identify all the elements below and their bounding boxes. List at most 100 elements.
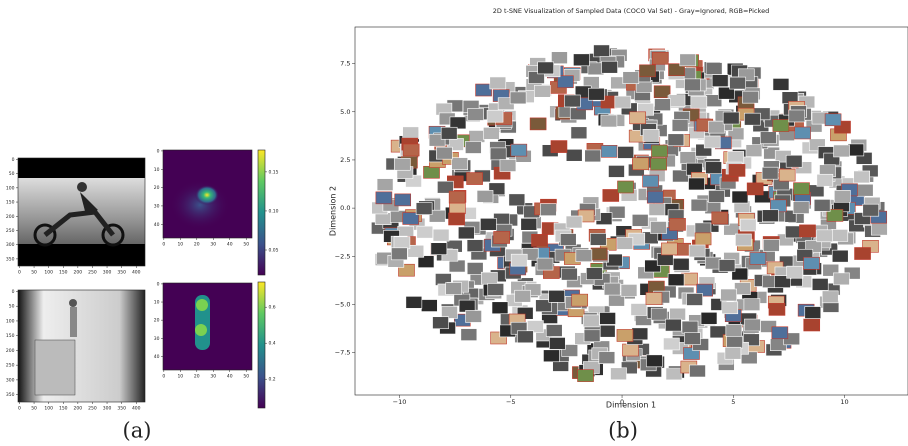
thumbnail	[521, 218, 537, 230]
thumbnail	[632, 328, 648, 340]
y-tick-label: 300	[6, 242, 15, 248]
x-tick-label: 40	[227, 374, 233, 380]
thumbnail	[617, 329, 633, 341]
thumbnail	[763, 239, 779, 251]
x-tick-label: 20	[194, 374, 200, 380]
plot-title: 2D t-SNE Visualization of Sampled Data (…	[493, 7, 769, 15]
y-tick-label: 200	[6, 214, 15, 220]
thumbnail	[773, 78, 789, 90]
thumbnail	[855, 248, 871, 260]
x-tick-label: 100	[44, 406, 53, 412]
thumbnail	[511, 254, 527, 266]
thumbnail	[649, 204, 665, 216]
y-axis-label: Dimension 2	[329, 186, 338, 236]
thumbnail	[476, 84, 492, 96]
thumbnail	[603, 189, 619, 201]
thumbnail	[744, 319, 760, 331]
thumbnail	[492, 302, 508, 314]
thumbnail	[668, 274, 684, 286]
thumbnail	[403, 144, 419, 156]
thumbnail	[375, 213, 391, 225]
thumbnail	[670, 218, 686, 230]
thumbnail	[669, 95, 685, 107]
x-tick-label: 200	[74, 406, 83, 412]
thumbnail	[599, 352, 615, 364]
thumbnail	[515, 290, 531, 302]
thumbnail	[663, 338, 679, 350]
thumbnail	[594, 45, 610, 57]
thumbnail	[655, 99, 671, 111]
y-tick-label: 0.10	[269, 208, 279, 214]
thumbnail	[391, 248, 407, 260]
y-tick-label: 0.2	[269, 377, 276, 383]
thumbnail	[633, 158, 649, 170]
thumbnail	[834, 190, 850, 202]
thumbnail	[833, 273, 849, 285]
thumbnail	[576, 250, 592, 262]
y-tick-label: −7.5	[335, 349, 351, 357]
thumbnail	[687, 293, 703, 305]
x-tick-label: 0	[18, 270, 21, 276]
thumbnail	[779, 169, 795, 181]
thumbnail	[725, 347, 741, 359]
thumbnail	[490, 77, 506, 89]
thumbnail	[449, 213, 465, 225]
y-tick-label: 50	[9, 304, 15, 310]
y-tick-label: 250	[6, 363, 15, 369]
thumbnail	[740, 219, 756, 231]
x-tick-label: 150	[59, 406, 68, 412]
x-tick-label: 200	[74, 270, 83, 276]
thumbnail	[680, 54, 696, 66]
thumbnail	[793, 202, 809, 214]
thumbnail	[632, 214, 648, 226]
thumbnail	[611, 368, 627, 380]
x-tick-label: 400	[132, 406, 141, 412]
y-tick-label: 30	[154, 336, 160, 342]
thumbnail	[467, 173, 483, 185]
x-tick-label: 0	[620, 398, 624, 406]
thumbnail	[793, 183, 809, 195]
thumbnail	[618, 181, 634, 193]
thumbnail	[647, 191, 663, 203]
thumbnail	[727, 336, 743, 348]
thumbnail	[510, 92, 526, 104]
thumbnail	[433, 317, 449, 329]
y-tick-label: −5.0	[335, 300, 351, 308]
thumbnail	[416, 203, 432, 215]
thumbnail	[646, 293, 662, 305]
thumbnail	[630, 112, 646, 124]
thumbnail	[395, 194, 411, 206]
y-tick-label: 0.0	[340, 204, 350, 212]
thumbnail	[708, 190, 724, 202]
thumbnail	[465, 141, 481, 153]
colorbar-1	[258, 150, 265, 275]
x-tick-label: 400	[132, 270, 141, 276]
thumbnail	[572, 294, 588, 306]
thumbnail	[608, 165, 624, 177]
thumbnail	[848, 144, 864, 156]
thumbnail	[573, 54, 589, 66]
thumbnail	[785, 226, 801, 238]
thumbnail	[747, 183, 763, 195]
thumbnail	[566, 216, 582, 228]
thumbnail	[494, 231, 510, 243]
y-tick-label: 0	[12, 157, 15, 163]
thumbnail	[670, 308, 686, 320]
thumbnail	[467, 262, 483, 274]
heatmap-2	[163, 283, 252, 370]
thumbnail	[560, 234, 576, 246]
thumbnail	[728, 151, 744, 163]
thumbnail	[601, 145, 617, 157]
image-2	[18, 290, 145, 402]
y-tick-label: 200	[6, 348, 15, 354]
thumbnail	[602, 61, 618, 73]
thumbnail	[436, 147, 452, 159]
thumbnail	[746, 145, 762, 157]
thumbnail	[623, 344, 639, 356]
thumbnail	[689, 245, 705, 257]
thumbnail	[772, 327, 788, 339]
x-tick-label: −5	[506, 398, 516, 406]
heatmap-1	[163, 150, 252, 238]
thumbnail	[543, 350, 559, 362]
x-tick-label: 250	[88, 406, 97, 412]
